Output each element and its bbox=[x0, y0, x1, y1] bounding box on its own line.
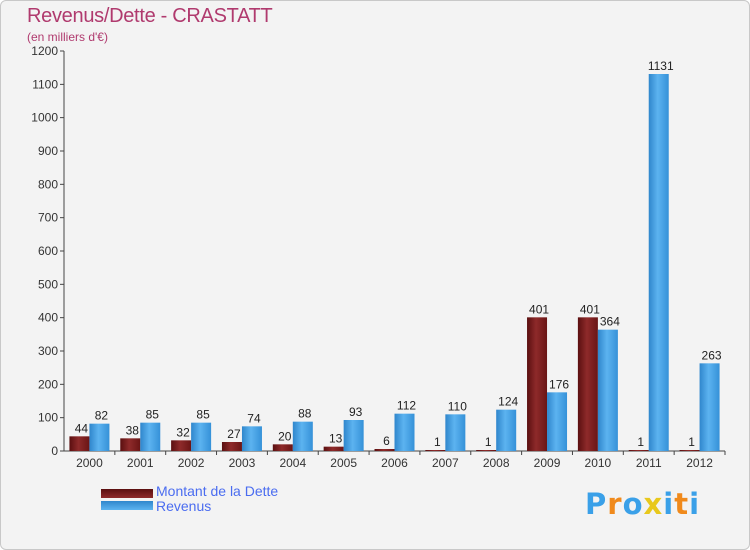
bar-revenus-2012 bbox=[699, 363, 720, 451]
bar-revenus-2010 bbox=[597, 329, 618, 451]
bar-dette-2011 bbox=[628, 450, 649, 451]
bar-dette-2012 bbox=[679, 450, 700, 451]
x-axis: 2000 2001 2002 2003 2004 2005 2006 2007 2008 2009… bbox=[64, 450, 726, 470]
y-tick-label: 1000 bbox=[31, 111, 58, 125]
bar-revenus-2008 bbox=[496, 409, 517, 451]
bars-layer bbox=[69, 74, 720, 451]
value-label-dette-2005: 13 bbox=[329, 432, 343, 446]
value-label-dette-2007: 1 bbox=[434, 435, 441, 449]
value-label-dette-2008: 1 bbox=[485, 435, 492, 449]
x-tick-label: 2004 bbox=[279, 456, 306, 470]
bar-dette-2010 bbox=[577, 317, 598, 451]
bar-revenus-2007 bbox=[445, 414, 466, 451]
bar-dette-2005 bbox=[323, 446, 344, 451]
value-label-revenus-2009: 176 bbox=[549, 377, 569, 391]
y-tick-label: 200 bbox=[38, 377, 58, 391]
y-tick-label: 0 bbox=[51, 444, 58, 458]
y-tick-label: 600 bbox=[38, 244, 58, 258]
legend-swatch-debt bbox=[101, 489, 153, 498]
logo-letter: P bbox=[585, 487, 608, 521]
chart-title: Revenus/Dette - CRASTATT bbox=[27, 5, 273, 27]
bar-revenus-2011 bbox=[648, 74, 669, 451]
x-tick-label: 2000 bbox=[76, 456, 103, 470]
logo-letter: x bbox=[643, 487, 664, 521]
logo-letter: r bbox=[607, 487, 623, 521]
bar-dette-2004 bbox=[272, 444, 293, 451]
bar-revenus-2003 bbox=[241, 426, 262, 451]
bar-dette-2007 bbox=[425, 450, 446, 451]
proxiti-logo: Proxiti bbox=[585, 487, 700, 521]
bar-revenus-2006 bbox=[394, 413, 415, 451]
y-tick-label: 100 bbox=[38, 411, 58, 425]
value-label-revenus-2007: 110 bbox=[448, 399, 467, 413]
value-label-dette-2011: 1 bbox=[637, 435, 644, 449]
value-label-revenus-2004: 88 bbox=[298, 407, 312, 421]
logo-letter: o bbox=[622, 487, 644, 521]
x-tick-label: 2008 bbox=[483, 456, 510, 470]
value-label-dette-2010: 401 bbox=[580, 302, 600, 316]
x-tick-label: 2010 bbox=[585, 456, 612, 470]
value-label-revenus-2012: 263 bbox=[702, 348, 722, 362]
value-label-revenus-2010: 364 bbox=[600, 315, 620, 329]
value-label-revenus-2011: 1131 bbox=[648, 59, 674, 73]
x-tick-label: 2012 bbox=[686, 456, 713, 470]
value-label-revenus-2003: 74 bbox=[247, 411, 261, 425]
value-label-dette-2000: 44 bbox=[75, 421, 89, 435]
x-tick-label: 2001 bbox=[127, 456, 154, 470]
y-tick-label: 1100 bbox=[32, 77, 58, 91]
value-label-revenus-2001: 85 bbox=[146, 408, 160, 422]
x-tick-label: 2005 bbox=[330, 456, 357, 470]
y-tick-label: 800 bbox=[38, 177, 58, 191]
x-tick-label: 2007 bbox=[432, 456, 459, 470]
bar-dette-2000 bbox=[69, 436, 90, 451]
value-label-revenus-2002: 85 bbox=[196, 408, 210, 422]
bar-dette-2001 bbox=[120, 438, 141, 451]
value-label-dette-2009: 401 bbox=[529, 302, 549, 316]
legend-label-debt: Montant de la Dette bbox=[156, 483, 279, 499]
chart-subtitle: (en milliers d'€) bbox=[27, 30, 108, 44]
x-tick-label: 2006 bbox=[381, 456, 408, 470]
bar-dette-2002 bbox=[171, 440, 192, 451]
value-label-dette-2001: 38 bbox=[126, 423, 140, 437]
value-label-dette-2006: 6 bbox=[383, 434, 390, 448]
value-label-revenus-2006: 112 bbox=[397, 399, 416, 413]
y-axis: 0 100 200 300 400 500 600 700 800 900 1000 1100 1200 bbox=[31, 44, 65, 458]
logo-letter: i bbox=[663, 487, 675, 521]
bar-revenus-2001 bbox=[140, 422, 161, 451]
value-label-dette-2003: 27 bbox=[227, 427, 241, 441]
y-tick-label: 500 bbox=[38, 277, 58, 291]
y-tick-label: 1200 bbox=[31, 44, 58, 58]
bar-revenus-2002 bbox=[191, 422, 212, 451]
bar-dette-2008 bbox=[476, 450, 497, 451]
y-tick-label: 700 bbox=[38, 211, 58, 225]
value-label-revenus-2008: 124 bbox=[498, 395, 518, 409]
x-tick-label: 2011 bbox=[636, 456, 662, 470]
legend-label-revenus: Revenus bbox=[156, 498, 212, 514]
bar-revenus-2005 bbox=[343, 420, 364, 451]
value-label-dette-2002: 32 bbox=[176, 425, 190, 439]
logo-letter: i bbox=[689, 487, 701, 521]
x-tick-label: 2009 bbox=[534, 456, 561, 470]
value-labels-layer: 44 82 38 85 32 85 27 74 20 88 13 93 6 112 1 110 1 124 401 1… bbox=[75, 59, 722, 449]
bar-revenus-2000 bbox=[89, 423, 110, 451]
x-tick-label: 2003 bbox=[229, 456, 256, 470]
bar-dette-2003 bbox=[221, 442, 242, 451]
x-tick-label: 2002 bbox=[178, 456, 205, 470]
bar-revenus-2009 bbox=[547, 392, 568, 451]
value-label-revenus-2000: 82 bbox=[95, 409, 109, 423]
value-label-dette-2004: 20 bbox=[278, 429, 292, 443]
value-label-dette-2012: 1 bbox=[688, 435, 695, 449]
value-label-revenus-2005: 93 bbox=[349, 405, 363, 419]
y-tick-label: 300 bbox=[38, 344, 58, 358]
y-tick-label: 900 bbox=[38, 144, 58, 158]
bar-dette-2009 bbox=[527, 317, 548, 451]
y-tick-label: 400 bbox=[38, 311, 58, 325]
legend-swatch-revenus bbox=[101, 501, 153, 510]
logo-letter: t bbox=[674, 487, 690, 521]
bar-dette-2006 bbox=[374, 449, 395, 451]
bar-revenus-2004 bbox=[292, 421, 313, 451]
